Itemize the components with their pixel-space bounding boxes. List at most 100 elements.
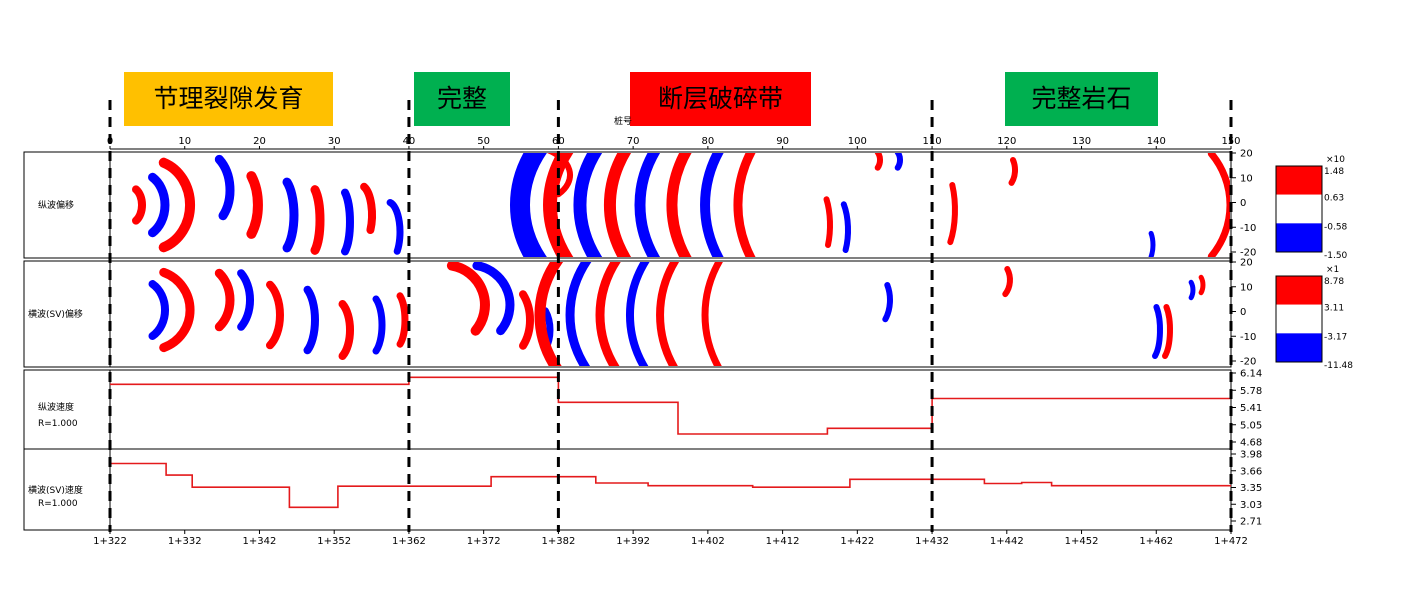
top-tick-label: 30 [328, 136, 341, 147]
zone-label-boxes [124, 72, 1158, 126]
vs-tick-label: 3.03 [1240, 500, 1262, 511]
s-colorbar-value: 3.11 [1324, 304, 1344, 314]
p-colorbar-white [1276, 194, 1322, 224]
bottom-tick-label: 1+372 [467, 536, 501, 547]
bottom-tick-label: 1+342 [243, 536, 277, 547]
zone-label-fault: 断层破碎带 [657, 84, 783, 113]
migration-band [282, 177, 299, 253]
s-depth-tick-label: 0 [1240, 307, 1246, 318]
migration-band [510, 153, 547, 257]
top-tick-label: 80 [701, 136, 714, 147]
s-velocity-r-label: R=1.000 [38, 499, 78, 509]
migration-band [158, 157, 196, 253]
p-colorbar-red [1276, 166, 1322, 195]
s-colorbar-white [1276, 304, 1322, 334]
bottom-tick-label: 1+422 [840, 536, 874, 547]
migration-band [360, 182, 376, 234]
migration-band [882, 282, 893, 323]
migration-band [573, 153, 603, 257]
p-colorbar-value: 0.63 [1324, 194, 1344, 204]
p-depth-tick-label: 10 [1240, 173, 1253, 184]
migration-band [1162, 304, 1173, 359]
p-migration-label: 纵波偏移 [38, 199, 74, 211]
migration-band [700, 153, 724, 257]
vp-tick-label: 6.14 [1240, 369, 1262, 380]
top-tick-label: 120 [997, 136, 1016, 147]
s-migration-label: 横波(SV)偏移 [28, 308, 83, 320]
migration-band [1188, 279, 1196, 301]
p-velocity-r-label: R=1.000 [38, 419, 78, 429]
vs-tick-label: 3.98 [1240, 450, 1262, 461]
migration-band [823, 196, 833, 248]
zone-label-jointed: 节理裂隙发育 [153, 84, 304, 113]
migration-band [666, 153, 692, 257]
bottom-tick-label: 1+392 [616, 536, 650, 547]
migration-band [519, 290, 534, 350]
migration-band [701, 262, 723, 366]
zone-label-intact: 完整 [436, 84, 487, 113]
vs-tick-label: 3.35 [1240, 483, 1262, 494]
s-velocity-label: 横波(SV)速度 [28, 484, 83, 496]
bottom-tick-label: 1+442 [990, 536, 1024, 547]
top-tick-label: 10 [178, 136, 191, 147]
migration-band [634, 153, 661, 257]
migration-band [874, 153, 884, 171]
s-depth-tick-label: -20 [1240, 357, 1256, 368]
bottom-tick-label: 1+452 [1065, 536, 1099, 547]
panel-frame-velocity [23, 369, 1232, 531]
migration-band [148, 280, 170, 340]
vp-tick-label: 5.41 [1240, 403, 1262, 414]
migration-band [534, 262, 564, 366]
zone-box-0 [124, 72, 333, 126]
migration-band [386, 199, 404, 255]
top-tick-label: 70 [627, 136, 640, 147]
bottom-tick-label: 1+322 [93, 536, 127, 547]
right-axis-ticks: 20100-10-2020100-10-206.145.785.415.054.… [1231, 149, 1262, 528]
s-colorbar-value: -3.17 [1324, 332, 1347, 342]
migration-band [396, 292, 409, 348]
p-velocity-series-line [110, 376, 1231, 435]
migration-band [656, 262, 680, 366]
vp-tick-label: 4.68 [1240, 438, 1262, 449]
p-depth-tick-label: -20 [1240, 248, 1256, 259]
bottom-tick-label: 1+402 [691, 536, 725, 547]
bottom-tick-label: 1+362 [392, 536, 426, 547]
s-depth-tick-label: 20 [1240, 258, 1253, 269]
migration-band [214, 154, 235, 221]
migration-band [595, 262, 621, 366]
zone-box-2 [630, 72, 811, 126]
p-depth-tick-label: -10 [1240, 223, 1256, 234]
top-tick-label: 130 [1072, 136, 1091, 147]
s-colorbar-blue [1276, 333, 1322, 362]
migration-band [894, 153, 904, 171]
migration-band [303, 285, 319, 355]
migration-band [159, 267, 195, 353]
top-tick-label: 90 [776, 136, 789, 147]
migration-band [543, 153, 574, 257]
p-colorbar-scale: ×10 [1326, 155, 1345, 165]
s-colorbar-value: 8.78 [1324, 277, 1344, 287]
migration-band [237, 269, 254, 331]
migration-band [446, 262, 490, 336]
migration-band [214, 268, 235, 332]
bottom-tick-label: 1+382 [541, 536, 575, 547]
bottom-tick-label: 1+412 [766, 536, 800, 547]
top-tick-label: 50 [477, 136, 490, 147]
p-depth-tick-label: 20 [1240, 149, 1253, 160]
p-colorbar-frame [1275, 165, 1323, 253]
migration-band [565, 262, 592, 366]
migration-band [266, 280, 284, 350]
migration-band [947, 182, 958, 246]
p-colorbar-value: -0.58 [1324, 222, 1348, 232]
colorbars: ×10 1.48 0.63 -0.58 -1.50 ×1 8.78 3.11 -3.17 -11.… [1275, 155, 1353, 371]
migration-band [1198, 274, 1206, 296]
p-wave-migration-image [132, 153, 1230, 257]
migration-band [1152, 304, 1163, 359]
top-axis-title: 桩号 [614, 115, 632, 127]
s-wave-migration-image [148, 262, 1206, 366]
s-velocity-series-line [110, 462, 1231, 509]
migration-band [1002, 266, 1013, 298]
migration-band [546, 153, 574, 198]
migration-band [341, 188, 354, 256]
